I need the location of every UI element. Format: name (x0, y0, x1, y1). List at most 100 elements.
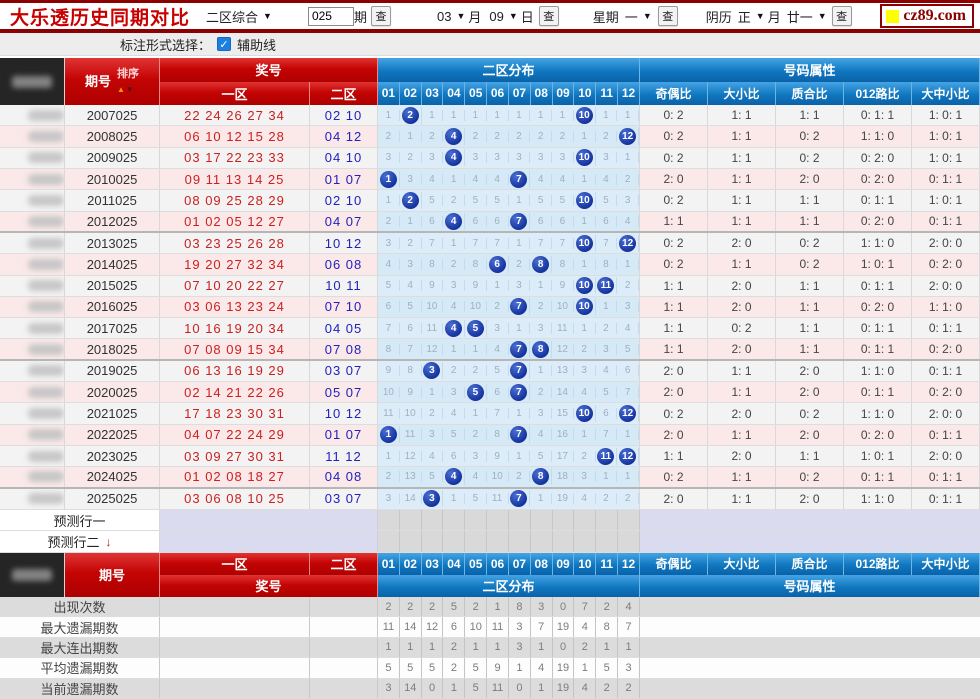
dist-cell: 5 (617, 343, 639, 355)
dist-cell: 4 (443, 149, 465, 167)
weekday-select[interactable]: 一 ▼ (625, 7, 652, 26)
dist-col-header: 01 (378, 81, 400, 105)
prediction-dist-cell[interactable] (443, 531, 466, 552)
prediction-dist-cell[interactable] (531, 531, 553, 552)
stat-value-cell: 7 (618, 617, 640, 637)
watermark-blob (28, 301, 64, 313)
prediction-prize-area[interactable] (160, 509, 378, 531)
dist-cell: 10 (400, 408, 422, 420)
month-select[interactable]: 03 ▼ 月 (437, 7, 481, 26)
stat-value-cell: 0 (422, 678, 444, 698)
lunar-search-button[interactable]: 查 (831, 6, 852, 26)
period-search-button[interactable]: 查 (370, 6, 391, 26)
prediction-dist-cell[interactable] (465, 531, 488, 552)
stat-empty-attrs (640, 679, 980, 698)
dist-cell: 11 (596, 277, 618, 295)
dist-cell: 3 (552, 152, 574, 164)
dist-cell: 5 (530, 450, 552, 462)
date-search-button[interactable]: 查 (538, 6, 559, 26)
dist-cell: 3 (530, 152, 552, 164)
dist-cells: 1 2 5 2 5 5 1 5 5 10 5 3 (378, 190, 640, 211)
dist-cell: 2 (574, 450, 596, 462)
zone1-numbers: 01 02 08 18 27 (160, 467, 310, 487)
dist-cell: 2 (530, 130, 552, 142)
lunar-month-select[interactable]: 正 ▼ 月 (738, 7, 781, 26)
zone-mode-select[interactable]: 二区综合 ▼ (206, 7, 272, 26)
stat-value-cell: 8 (596, 617, 619, 637)
prediction-dist-cell[interactable] (618, 509, 640, 531)
dist-cell: 10 (552, 301, 574, 313)
attr-cell: 0: 1: 1 (912, 360, 980, 382)
watermark-blob (28, 194, 64, 206)
prediction-dist-area[interactable] (378, 531, 640, 552)
prediction-attr-area[interactable] (640, 531, 980, 552)
site-logo[interactable]: cz89.com (880, 4, 974, 28)
attr-cell: 0: 1: 1 (912, 467, 980, 487)
attr-cell: 1: 1 (708, 382, 776, 403)
prediction-dist-cell[interactable] (574, 509, 597, 531)
stat-value-cell: 2 (443, 637, 466, 658)
dist-cell: 1 (465, 343, 487, 355)
prediction-dist-cell[interactable] (378, 531, 400, 552)
stat-empty-zone2 (310, 637, 378, 658)
dist-cell: 6 (487, 215, 509, 227)
prediction-dist-cell[interactable] (553, 531, 575, 552)
watermark-blob (28, 152, 64, 164)
prediction-dist-cell[interactable] (596, 509, 619, 531)
prediction-dist-cell[interactable] (487, 509, 509, 531)
prediction-dist-cell[interactable] (400, 509, 422, 531)
dist-cells: 3 2 3 4 3 3 3 3 3 10 3 1 (378, 147, 640, 168)
prediction-dist-cell[interactable] (378, 509, 400, 531)
attr-cell: 0: 2 (640, 467, 708, 487)
attr-cell: 1: 0: 1 (912, 147, 980, 168)
period-input[interactable] (307, 6, 354, 26)
dist-cell: 6 (596, 215, 618, 227)
dist-cell: 2 (509, 130, 531, 142)
logo-square-icon (886, 9, 900, 23)
prediction-attr-area[interactable] (640, 510, 980, 531)
sort-desc-icon[interactable]: ▼ (125, 84, 134, 94)
attr-col-header: 大小比 (708, 81, 776, 105)
stat-label: 出现次数 (0, 596, 160, 617)
prediction-dist-cell[interactable] (618, 531, 640, 552)
sort-asc-icon[interactable]: ▲ (117, 84, 125, 94)
attr-cell: 1: 0: 1 (912, 126, 980, 147)
period-sort-header: 期号 排序 ▲▼ (65, 58, 160, 105)
prediction-dist-cell[interactable] (509, 509, 531, 531)
prediction-dist-cell[interactable] (443, 509, 466, 531)
attr-cell: 0: 1: 1 (912, 488, 980, 509)
weekday-search-button[interactable]: 查 (657, 6, 678, 26)
dist-cell: 7 (509, 340, 531, 358)
arrow-down-icon[interactable]: ↓ (105, 534, 112, 549)
number-ball: 4 (445, 212, 463, 230)
day-select[interactable]: 09 ▼ 日 (489, 7, 533, 26)
prediction-dist-cell[interactable] (596, 531, 619, 552)
prediction-dist-cell[interactable] (553, 509, 575, 531)
zone1-numbers: 07 10 20 22 27 (160, 275, 310, 296)
dist-cell: 1 (443, 343, 465, 355)
prediction-dist-cell[interactable] (465, 509, 488, 531)
prediction-dist-cell[interactable] (509, 531, 531, 552)
dist-cell: 4 (443, 127, 465, 145)
attr-cell: 2: 0 (640, 382, 708, 403)
number-ball: 4 (445, 149, 463, 167)
helper-line-checkbox[interactable]: ✓ (217, 37, 232, 51)
prediction-dist-area[interactable] (378, 509, 640, 531)
dist-cell: 7 (509, 298, 531, 316)
prediction-dist-cell[interactable] (422, 509, 444, 531)
dist-cell: 2 (596, 322, 618, 334)
prediction-dist-cell[interactable] (487, 531, 509, 552)
dist-cell: 3 (422, 152, 444, 164)
dist-cell: 1 (443, 237, 465, 249)
prediction-dist-cell[interactable] (422, 531, 444, 552)
prediction-dist-cell[interactable] (400, 531, 422, 552)
lunar-day-select[interactable]: 廿一 ▼ (787, 7, 827, 26)
dist-col-header: 05 (465, 81, 488, 105)
table-row: 2016025 03 06 13 23 24 07 10 6 5 10 4 10 2 7 2 10 10… (0, 296, 980, 319)
prediction-dist-cell[interactable] (531, 509, 553, 531)
prediction-prize-area[interactable] (160, 531, 378, 552)
prize-header: 奖号 (160, 58, 378, 82)
dist-cell: 7 (596, 429, 618, 441)
dist-cell: 14 (552, 386, 574, 398)
prediction-dist-cell[interactable] (574, 531, 597, 552)
